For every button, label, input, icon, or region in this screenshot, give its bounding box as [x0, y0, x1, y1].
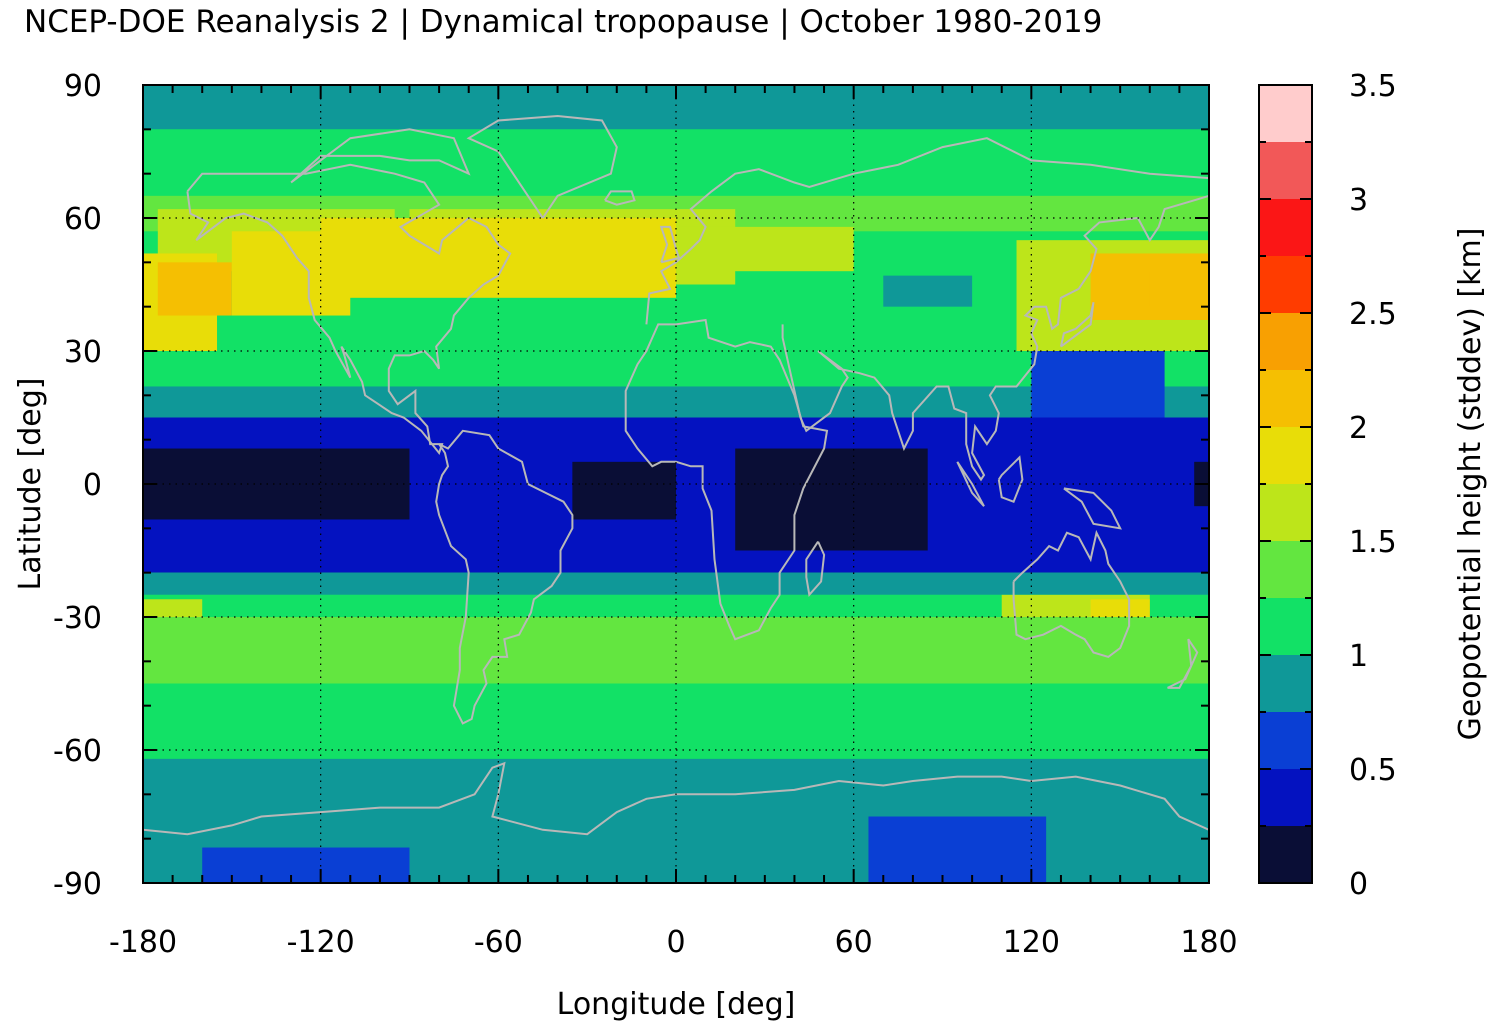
colorbar-swatch — [1259, 826, 1312, 883]
colorbar-swatch — [1259, 769, 1312, 826]
axis-layer: -180 -120 -60 0 60 120 180 90 60 30 0 -30 -60 -90 — [53, 69, 1238, 960]
y-axis-label: Latitude [deg] — [13, 378, 48, 591]
y-tick-label: 90 — [64, 69, 102, 104]
colorbar-swatch — [1259, 655, 1312, 712]
y-tick-label: 30 — [64, 335, 102, 370]
heatmap-cell — [1031, 351, 1165, 418]
heatmap-cell — [735, 448, 928, 551]
coastline — [1012, 529, 1131, 659]
colorbar: 0 0.5 1 1.5 2 2.5 3 3.5 — [1258, 69, 1397, 902]
colorbar-tick-label: 3 — [1349, 183, 1368, 218]
y-tick-label: -90 — [53, 867, 102, 902]
colorbar-swatch — [1259, 142, 1312, 199]
heatmap-cell — [1149, 271, 1209, 307]
y-tick-label: -30 — [53, 601, 102, 636]
x-tick-label: -60 — [474, 925, 523, 960]
colorbar-tick-label: 0 — [1349, 867, 1368, 902]
x-tick-label: 60 — [835, 925, 873, 960]
coastline — [805, 541, 826, 598]
colorbar-swatch — [1259, 484, 1312, 541]
heatmap-cell — [572, 461, 676, 520]
coastline-layer — [143, 114, 1209, 836]
coastline — [466, 114, 618, 219]
coastline — [781, 194, 1209, 482]
colorbar-tick-label: 2 — [1349, 411, 1368, 446]
x-tick-label: -120 — [287, 925, 355, 960]
colorbar-tick-label: 1 — [1349, 639, 1368, 674]
coastline — [1063, 487, 1122, 530]
colorbar-swatch — [1259, 313, 1312, 370]
colorbar-swatch — [1259, 427, 1312, 484]
heatmap-cell — [202, 847, 410, 883]
heatmap-cell — [157, 262, 232, 316]
coastline — [186, 163, 512, 456]
heatmap-cell — [498, 226, 617, 281]
heatmap-cell — [883, 275, 973, 307]
heatmap-cell — [676, 226, 854, 272]
x-tick-label: 180 — [1180, 925, 1237, 960]
colorbar-label: Geopotential height (stddev) [km] — [1453, 228, 1488, 741]
colorbar-swatch — [1259, 541, 1312, 598]
colorbar-swatch — [1259, 370, 1312, 427]
coastline — [604, 190, 636, 206]
x-axis-label: Longitude [deg] — [557, 987, 796, 1022]
coastline — [290, 128, 471, 184]
colorbar-tick-label: 3.5 — [1349, 69, 1397, 104]
colorbar-tick-label: 2.5 — [1349, 297, 1397, 332]
y-tick-label: 0 — [83, 468, 102, 503]
chart-title: NCEP-DOE Reanalysis 2 | Dynamical tropop… — [24, 4, 1103, 40]
heatmap-cell — [868, 816, 1047, 883]
coastline — [997, 455, 1024, 503]
heatmap-cell — [143, 572, 1209, 595]
colorbar-swatch — [1259, 199, 1312, 256]
colorbar-tick-label: 1.5 — [1349, 525, 1397, 560]
grid-layer — [143, 85, 1209, 883]
x-tick-label: 0 — [666, 925, 685, 960]
coastline — [956, 461, 985, 507]
coastline — [1167, 638, 1199, 689]
coastline — [645, 137, 1209, 325]
colorbar-swatch — [1259, 598, 1312, 655]
x-tick-label: -180 — [109, 925, 177, 960]
colorbar-swatch — [1259, 256, 1312, 313]
heatmap-cell — [143, 683, 1209, 759]
y-tick-label: -60 — [53, 734, 102, 769]
coastline — [435, 429, 574, 725]
heatmap-cell — [320, 218, 676, 298]
coastline — [659, 225, 681, 264]
colorbar-swatch — [1259, 85, 1312, 142]
coastline — [624, 318, 829, 641]
heatmap-cell — [143, 129, 1209, 196]
coastline — [1059, 301, 1095, 348]
colorbar-swatch — [1259, 712, 1312, 769]
heatmap-cell — [143, 617, 1209, 684]
y-tick-label: 60 — [64, 202, 102, 237]
x-tick-label: 120 — [1003, 925, 1060, 960]
colorbar-tick-label: 0.5 — [1349, 753, 1397, 788]
coastline — [143, 761, 1209, 836]
